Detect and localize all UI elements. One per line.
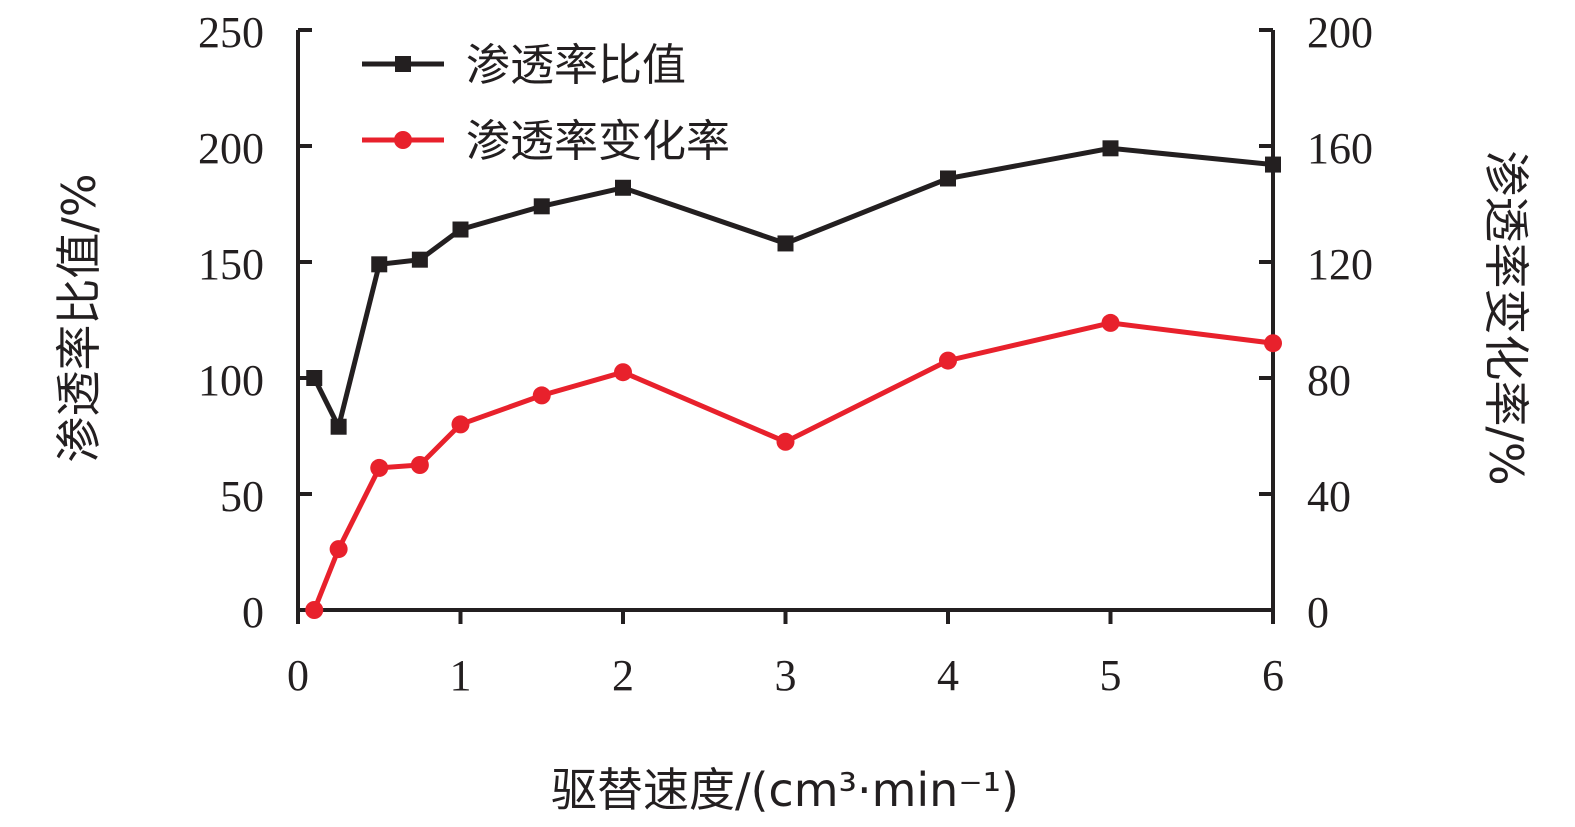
data-point (533, 198, 550, 215)
y-right-tick-label: 120 (1307, 240, 1373, 289)
y-left-tick-label: 250 (198, 8, 264, 57)
axes (296, 30, 1275, 612)
y-right-tick-label: 160 (1307, 124, 1373, 173)
data-point (940, 170, 956, 187)
y-right-tick-label: 0 (1307, 588, 1329, 637)
legend-label: 渗透率变化率 (466, 116, 730, 167)
series-1 (306, 140, 1281, 435)
series-line (312, 145, 1274, 434)
data-point (777, 235, 794, 252)
y-axis-right-title: 渗透率变化率/% (1479, 150, 1533, 485)
data-point (615, 179, 631, 196)
y-left-tick-label: 200 (198, 124, 264, 173)
data-point (1264, 334, 1282, 353)
y-right-tick-label: 40 (1307, 472, 1351, 521)
data-point (939, 351, 957, 370)
series-2 (305, 313, 1282, 619)
data-point (1265, 156, 1281, 173)
x-tick-label: 1 (450, 651, 472, 700)
data-point (532, 386, 551, 405)
y-right-tick-label: 80 (1307, 356, 1351, 405)
x-tick-label: 2 (612, 651, 634, 700)
data-point (370, 458, 389, 477)
legend-marker (395, 56, 411, 72)
x-tick-label: 6 (1262, 651, 1284, 700)
y-left-tick-label: 100 (198, 356, 264, 405)
y-right-tick-label: 200 (1307, 8, 1373, 57)
data-point (776, 432, 795, 451)
data-point (410, 456, 429, 474)
series-line (311, 320, 1274, 611)
x-axis-title: 驱替速度/(cm³·min⁻¹) (551, 763, 1019, 817)
data-point (1101, 313, 1120, 332)
y-left-tick-label: 50 (220, 472, 264, 521)
legend-marker (394, 131, 412, 149)
x-tick-label: 5 (1100, 651, 1122, 700)
data-point (330, 418, 347, 435)
legend-item-2: 渗透率变化率 (362, 116, 730, 167)
data-point (1102, 140, 1119, 157)
data-point (452, 221, 469, 238)
series-layer (305, 140, 1282, 619)
data-point (306, 370, 323, 386)
data-point (371, 256, 388, 273)
legend-item-1: 渗透率比值 (362, 40, 686, 91)
y-axis-left-title: 渗透率比值/% (52, 173, 106, 462)
data-point (329, 540, 348, 559)
x-tick-label: 3 (775, 651, 797, 700)
data-point (411, 251, 428, 268)
y-left-tick-label: 0 (242, 588, 264, 637)
y-left-tick-label: 150 (198, 240, 264, 289)
legend-label: 渗透率比值 (466, 40, 686, 91)
x-tick-label: 0 (287, 651, 309, 700)
data-point (305, 601, 324, 619)
x-tick-label: 4 (937, 651, 959, 700)
data-point (451, 415, 470, 434)
data-point (614, 363, 632, 382)
